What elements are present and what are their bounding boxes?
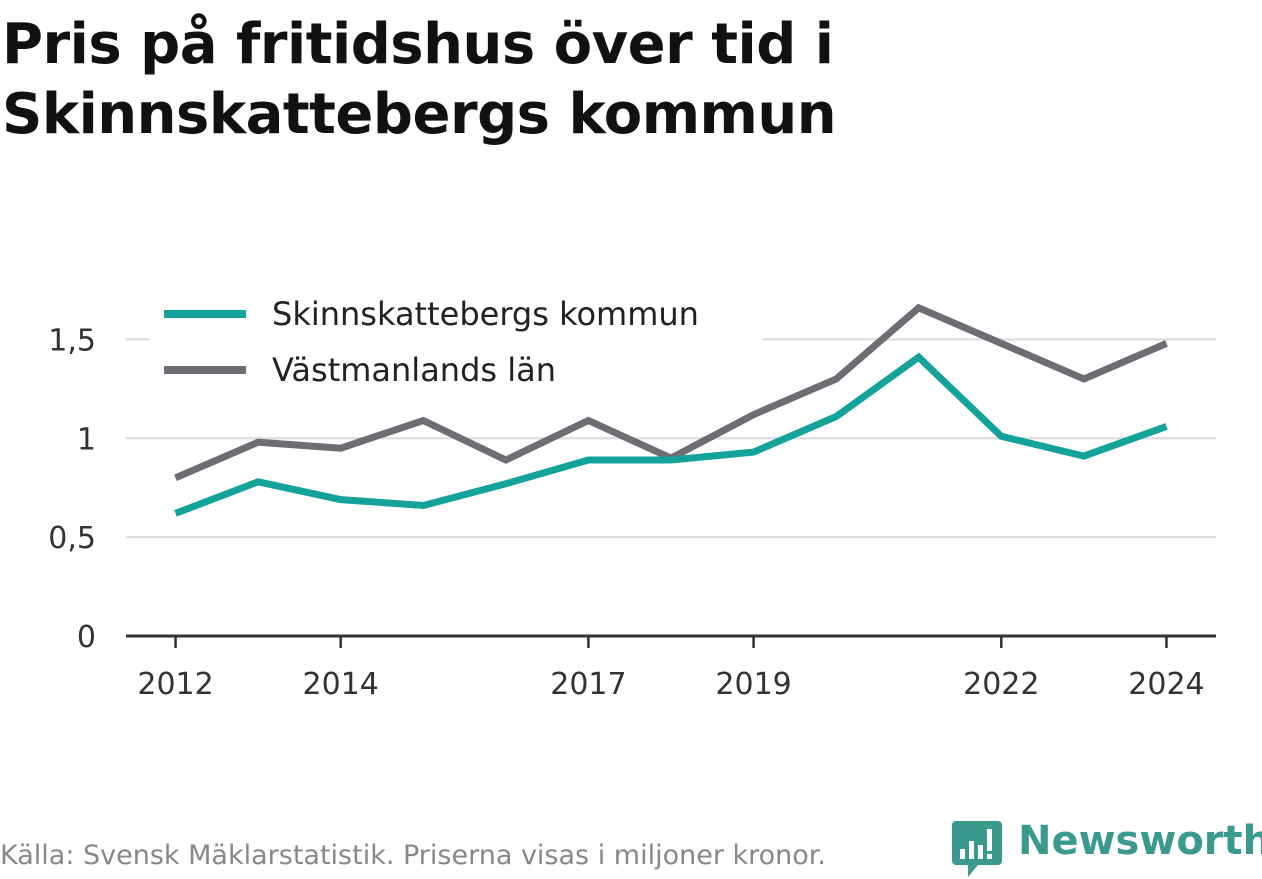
x-tick-label: 2017: [550, 667, 626, 702]
x-tick-label: 2014: [303, 667, 379, 702]
chart-title: Pris på fritidshus över tid i Skinnskatt…: [2, 10, 1102, 150]
y-tick-label: 0: [77, 620, 96, 655]
axes: 0 0,5 1 1,5 2012 2014 2017 2019 2022 2024: [48, 323, 1216, 702]
source-note: Källa: Svensk Mäklarstatistik. Priserna …: [0, 840, 827, 871]
chart-title-line-1: Pris på fritidshus över tid i: [2, 12, 834, 77]
y-tick-label: 0,5: [48, 521, 96, 556]
series-lines: [174, 303, 1168, 517]
x-tick-label: 2024: [1128, 667, 1204, 702]
y-tick-label: 1: [77, 422, 96, 457]
bar-chart-speech-bubble-icon: [952, 821, 1002, 877]
legend-label: Västmanlands län: [272, 351, 556, 389]
x-tick-label: 2019: [715, 667, 791, 702]
legend: Skinnskattebergs kommun Västmanlands län: [150, 292, 762, 400]
legend-background: [150, 292, 762, 400]
brand-logo: Newsworthy: [952, 818, 1262, 878]
series-line-1: [174, 352, 1168, 517]
chart-title-line-2: Skinnskattebergs kommun: [2, 82, 837, 147]
legend-label: Skinnskattebergs kommun: [272, 295, 699, 333]
x-tick-label: 2012: [137, 667, 213, 702]
y-tick-label: 1,5: [48, 323, 96, 358]
x-tick-label: 2022: [963, 667, 1039, 702]
brand-name: Newsworthy: [1018, 818, 1262, 864]
